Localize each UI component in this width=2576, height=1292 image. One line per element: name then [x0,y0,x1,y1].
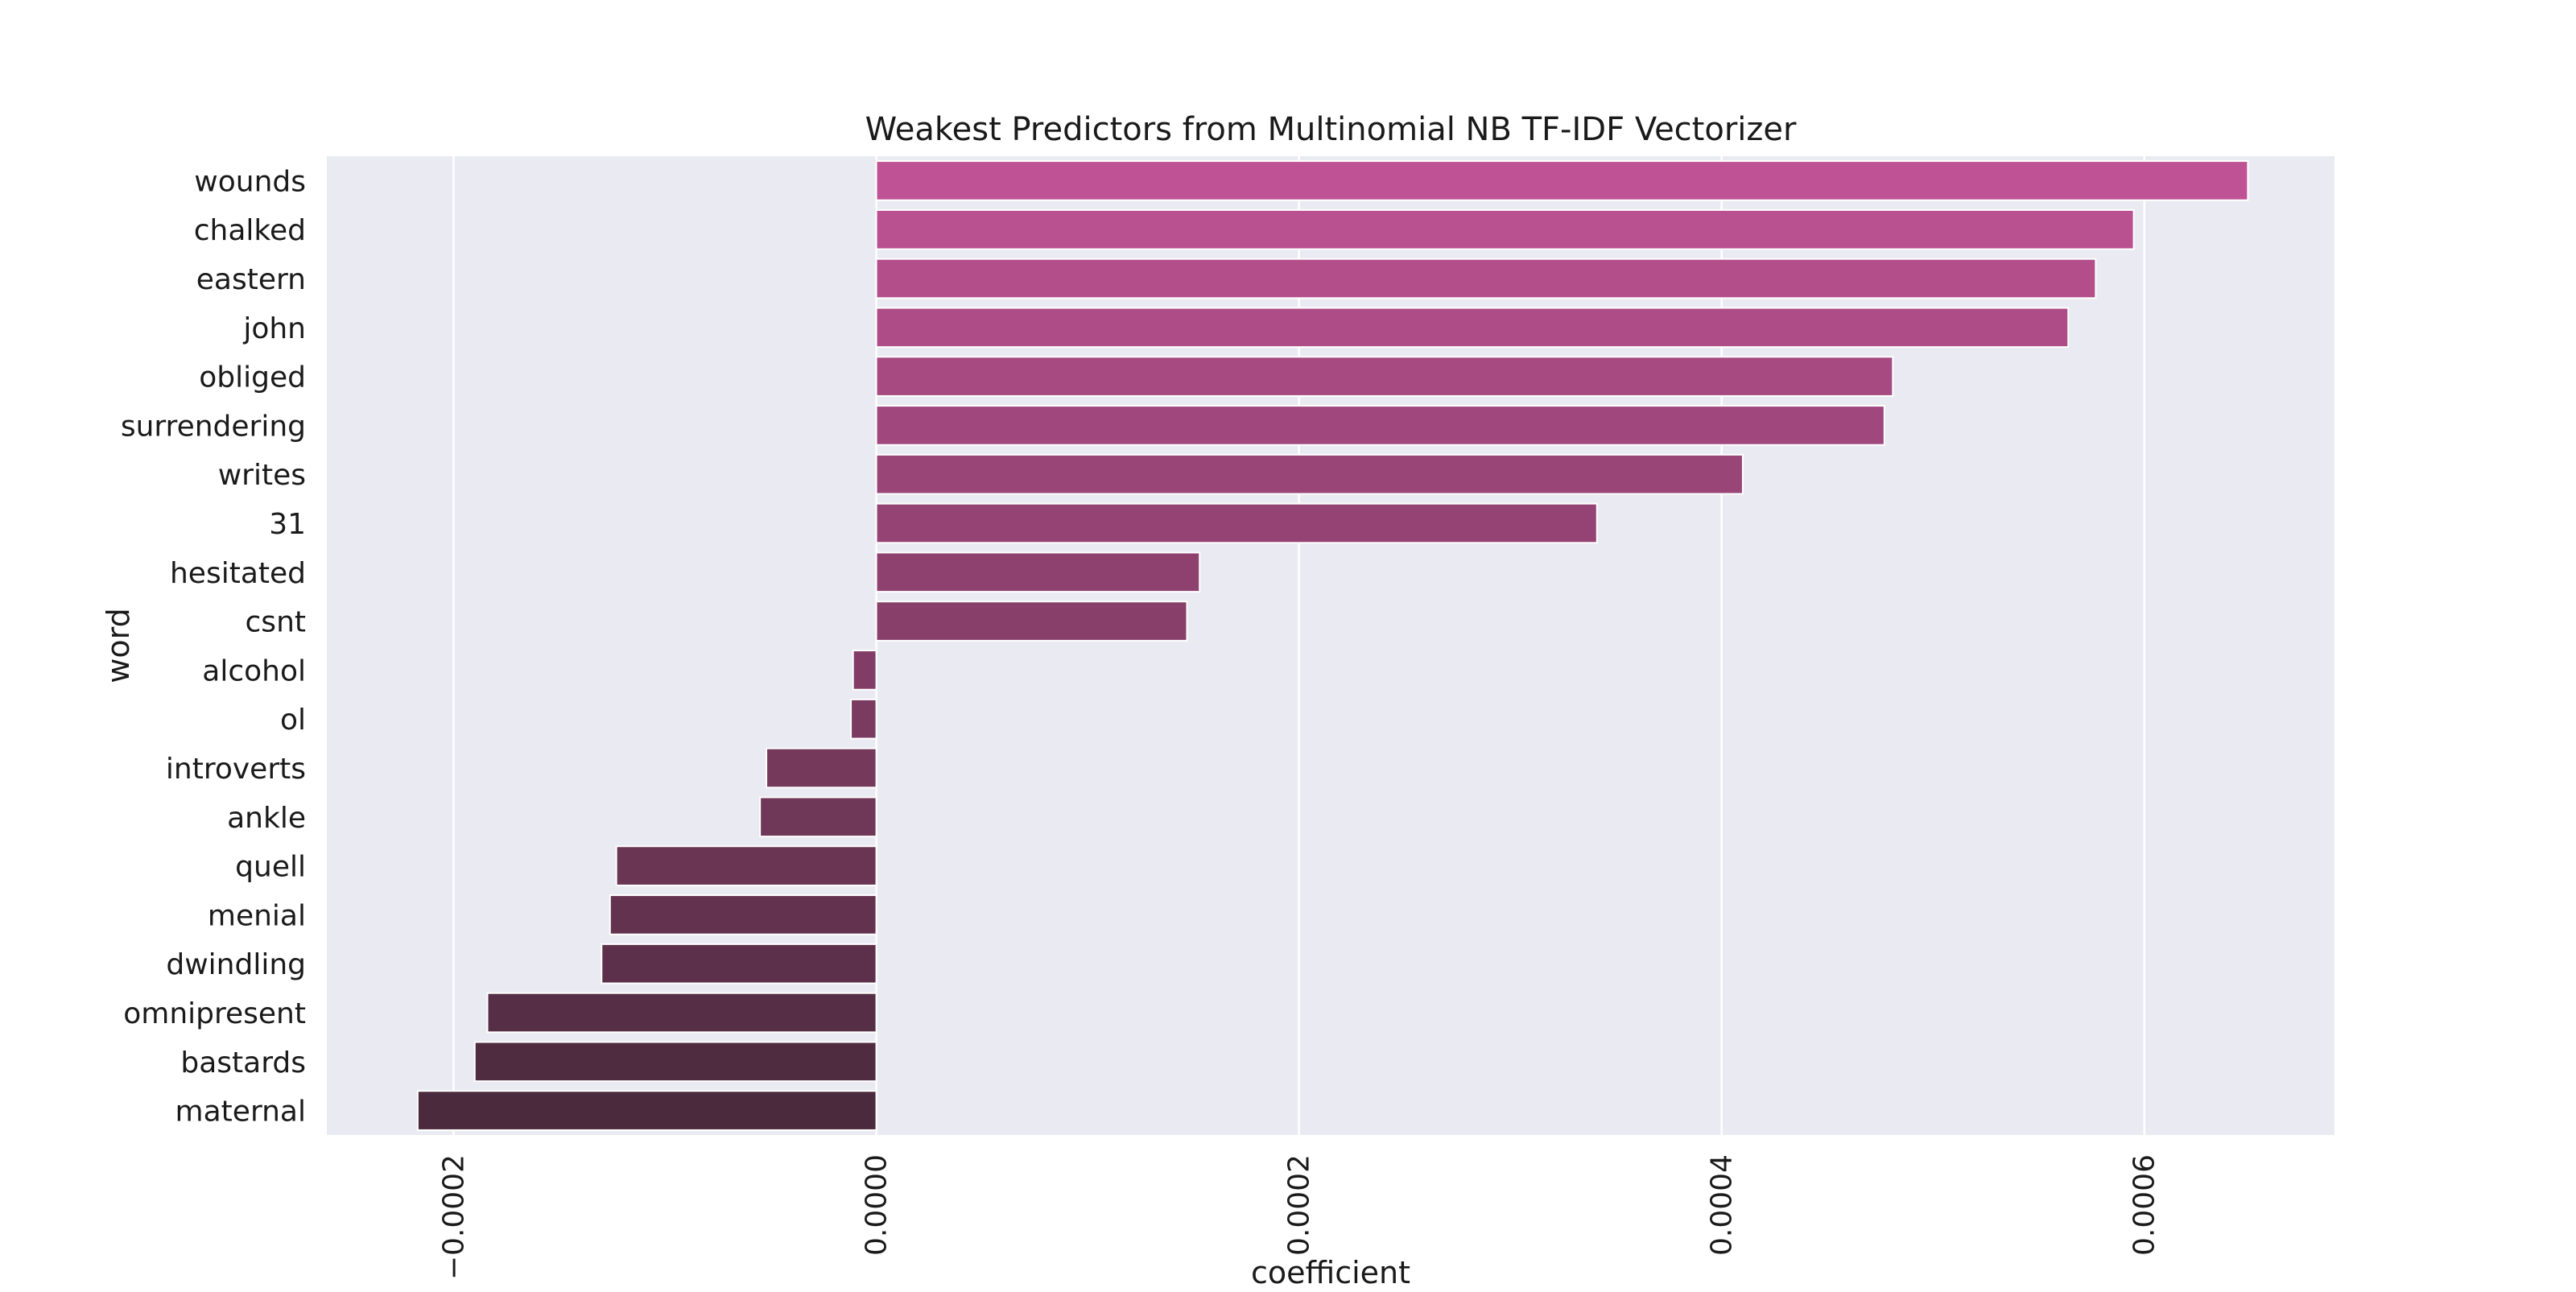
bar-hesitated [875,551,1201,593]
bar-bastards [473,1041,877,1083]
x-tick-label: 0.0002 [1283,1154,1316,1256]
bar-introverts [766,747,877,789]
x-tick-label: 0.0004 [1706,1154,1739,1256]
y-tick-label: quell [235,851,306,884]
y-tick-label: ankle [227,802,306,835]
y-axis-label: word [101,608,136,683]
y-tick-label: dwindling [166,948,306,981]
y-tick-label: menial [208,899,306,932]
y-tick-label: surrendering [121,410,306,443]
bar-maternal [416,1090,877,1131]
y-tick-label: csnt [246,606,306,639]
bar-chalked [875,208,2135,250]
x-tick-labels: −0.0002 0.0000 0.0002 0.0004 0.0006 [438,1154,2161,1280]
bar-csnt [875,601,1188,642]
y-tick-label: 31 [269,508,306,541]
bar-dwindling [601,943,877,984]
bar-obliged [875,356,1894,397]
bar-wounds [875,160,2249,201]
y-tick-label: obliged [199,361,306,394]
y-tick-label: omnipresent [123,997,306,1030]
x-tick-label: 0.0000 [861,1154,894,1256]
x-axis-label: coefficient [1251,1255,1410,1288]
y-tick-label: eastern [196,263,306,296]
y-tick-label: maternal [175,1096,306,1129]
y-tick-label: introverts [166,753,306,786]
bar-john [875,307,2070,349]
y-tick-label: alcohol [202,654,306,687]
bars [416,160,2249,1131]
y-tick-label: bastards [180,1046,306,1079]
bar-menial [609,894,877,935]
y-tick-label: wounds [194,165,306,198]
y-tick-label: hesitated [170,557,306,590]
y-tick-label: john [242,312,306,345]
y-tick-label: chalked [194,214,306,247]
bar-surrendering [875,405,1885,446]
bar-quell [615,845,877,886]
x-tick-label: 0.0006 [2128,1154,2161,1256]
y-tick-labels: wounds chalked eastern john obliged surrender… [121,165,306,1128]
bar-ol [850,698,877,740]
bar-ankle [759,796,877,838]
plot-background [327,156,2334,1135]
bar-eastern [875,258,2097,299]
y-tick-label: ol [280,704,306,737]
chart-title: Weakest Predictors from Multinomial NB T… [865,111,1797,148]
bar-31 [875,502,1598,544]
bar-alcohol [852,650,877,691]
bar-omnipresent [486,992,877,1034]
x-tick-label: −0.0002 [438,1154,471,1280]
bar-writes [875,453,1744,495]
y-tick-label: writes [218,459,306,492]
